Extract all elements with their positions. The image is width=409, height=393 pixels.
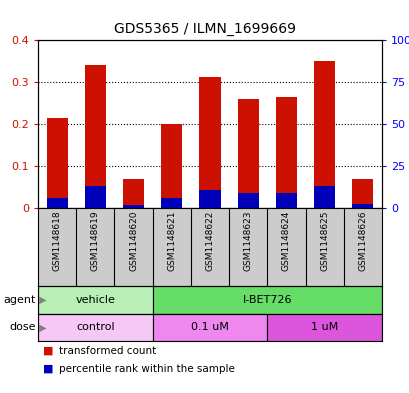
Bar bbox=[161, 124, 182, 208]
Text: GSM1148620: GSM1148620 bbox=[129, 210, 138, 271]
Text: GDS5365 / ILMN_1699669: GDS5365 / ILMN_1699669 bbox=[114, 22, 295, 36]
Bar bbox=[351, 178, 373, 208]
Bar bbox=[199, 190, 220, 208]
Bar bbox=[152, 286, 381, 314]
Text: 0.1 uM: 0.1 uM bbox=[191, 323, 228, 332]
Text: GSM1148618: GSM1148618 bbox=[52, 210, 61, 271]
Text: ■: ■ bbox=[43, 346, 53, 356]
Text: GSM1148626: GSM1148626 bbox=[357, 210, 366, 271]
Bar bbox=[47, 198, 67, 208]
Bar bbox=[267, 314, 381, 341]
Bar bbox=[275, 193, 296, 208]
Text: transformed count: transformed count bbox=[58, 346, 155, 356]
Text: vehicle: vehicle bbox=[75, 295, 115, 305]
Text: I-BET726: I-BET726 bbox=[242, 295, 291, 305]
Text: GSM1148624: GSM1148624 bbox=[281, 210, 290, 271]
Bar bbox=[351, 204, 373, 208]
Text: GSM1148619: GSM1148619 bbox=[91, 210, 99, 271]
Text: ■: ■ bbox=[43, 364, 53, 374]
Text: percentile rank within the sample: percentile rank within the sample bbox=[58, 364, 234, 374]
Text: GSM1148621: GSM1148621 bbox=[167, 210, 176, 271]
Bar bbox=[85, 65, 106, 208]
Text: agent: agent bbox=[4, 295, 36, 305]
Text: control: control bbox=[76, 323, 115, 332]
Text: GSM1148623: GSM1148623 bbox=[243, 210, 252, 271]
Bar bbox=[237, 193, 258, 208]
Bar bbox=[152, 314, 267, 341]
Bar bbox=[199, 77, 220, 208]
Bar bbox=[161, 198, 182, 208]
Bar bbox=[38, 314, 152, 341]
Text: ▶: ▶ bbox=[36, 295, 47, 305]
Bar bbox=[237, 99, 258, 208]
Bar bbox=[38, 286, 152, 314]
Bar bbox=[123, 178, 144, 208]
Bar bbox=[47, 118, 67, 208]
Bar bbox=[85, 186, 106, 208]
Bar bbox=[275, 97, 296, 208]
Bar bbox=[313, 61, 335, 208]
Text: ▶: ▶ bbox=[36, 323, 47, 332]
Bar bbox=[123, 205, 144, 208]
Text: 1 uM: 1 uM bbox=[310, 323, 337, 332]
Text: GSM1148622: GSM1148622 bbox=[205, 210, 214, 271]
Text: dose: dose bbox=[9, 323, 36, 332]
Bar bbox=[313, 186, 335, 208]
Text: GSM1148625: GSM1148625 bbox=[319, 210, 328, 271]
